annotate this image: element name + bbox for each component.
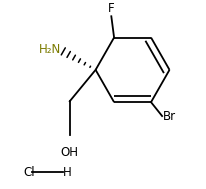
Text: OH: OH <box>61 146 79 159</box>
Text: H₂N: H₂N <box>39 43 61 56</box>
Text: Cl: Cl <box>23 166 35 179</box>
Text: H: H <box>63 166 72 179</box>
Text: Br: Br <box>163 110 176 122</box>
Text: F: F <box>108 2 115 15</box>
